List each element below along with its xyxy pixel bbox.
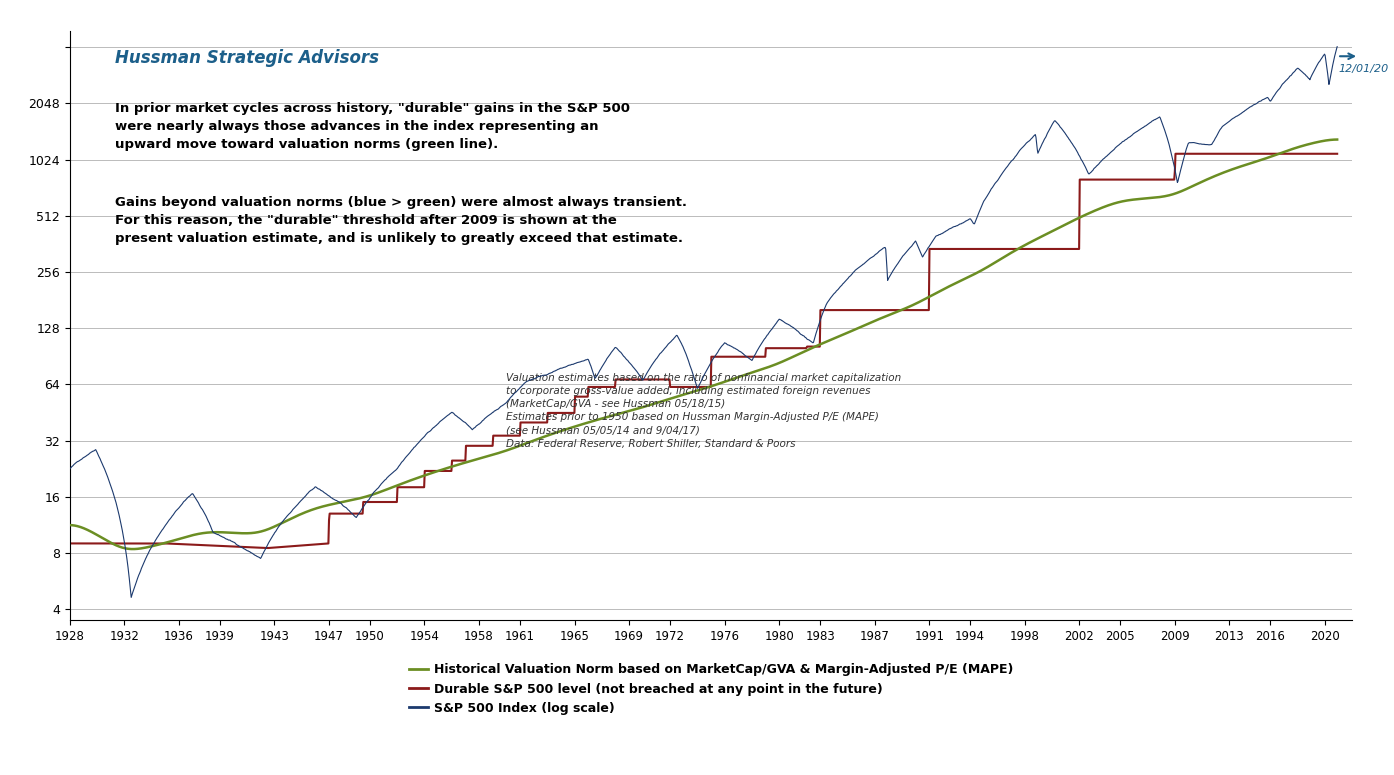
Text: 12/01/20: 12/01/20 (1338, 64, 1388, 74)
Text: Valuation estimates based on the ratio of nonfinancial market capitalization
to : Valuation estimates based on the ratio o… (506, 373, 901, 449)
Text: Gains beyond valuation norms (blue > green) were almost always transient.
For th: Gains beyond valuation norms (blue > gre… (114, 196, 687, 245)
Text: In prior market cycles across history, "durable" gains in the S&P 500
were nearl: In prior market cycles across history, "… (114, 102, 630, 150)
Text: Hussman Strategic Advisors: Hussman Strategic Advisors (114, 49, 379, 67)
Legend: Historical Valuation Norm based on MarketCap/GVA & Margin-Adjusted P/E (MAPE), D: Historical Valuation Norm based on Marke… (404, 658, 1018, 720)
